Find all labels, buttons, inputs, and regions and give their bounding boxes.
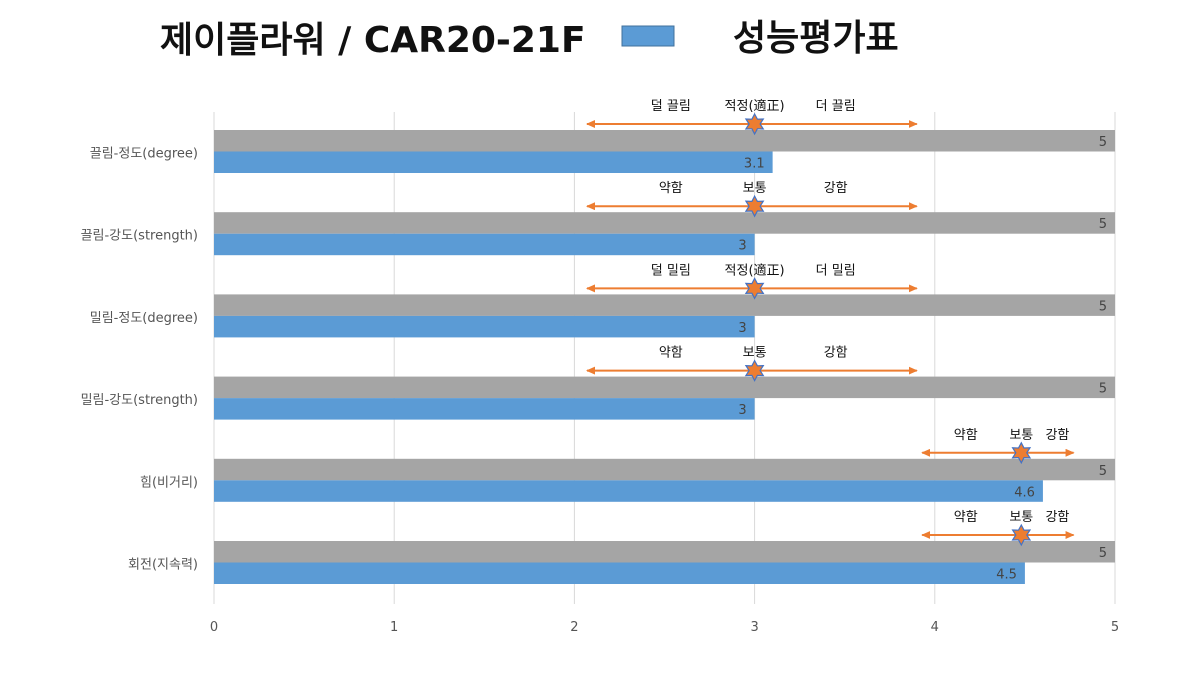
annotation-label: 덜 끌림 (651, 99, 691, 114)
bar-score (214, 315, 755, 338)
data-label-max: 5 (1099, 546, 1107, 561)
category-label: 힘(비거리) (140, 475, 198, 490)
x-tick-label: 2 (570, 620, 578, 635)
data-label-max: 5 (1099, 464, 1107, 479)
star-marker-icon (744, 112, 765, 136)
annotation-label: 적정(適正) (725, 98, 785, 114)
x-tick-label: 5 (1111, 620, 1119, 635)
annotation-label: 강함 (824, 346, 848, 361)
bar-max (214, 294, 1115, 316)
labels: 0 1 2 3 4 5 끌림-정도(degree) 5 3.1 끌림-강도(strength) 5 3… (81, 135, 1120, 635)
bar-score (214, 233, 755, 256)
data-label-score: 3 (738, 403, 746, 418)
annotation-label: 적정(適正) (725, 262, 785, 278)
data-label-max: 5 (1099, 299, 1107, 314)
legend-swatch (621, 25, 675, 47)
bar-max (214, 376, 1115, 399)
x-tick-label: 0 (210, 620, 218, 635)
bar-score (214, 480, 1043, 502)
annotation-label: 약함 (954, 428, 978, 443)
data-label-score: 4.5 (996, 568, 1017, 583)
category-label: 밀림-정도(degree) (90, 311, 198, 326)
star-marker-icon (744, 194, 765, 218)
legend-label: 성능평가표 (733, 18, 899, 59)
bar-score (214, 398, 755, 420)
category-label: 밀림-강도(strength) (81, 393, 198, 408)
category-label: 끌림-강도(strength) (81, 229, 198, 244)
annotation-label: 강함 (1045, 510, 1069, 525)
star-marker-icon (1011, 441, 1032, 465)
bar-max (214, 212, 1115, 234)
data-label-score: 4.6 (1014, 485, 1035, 500)
star-marker-icon (744, 277, 765, 300)
star-marker-icon (1011, 523, 1032, 547)
annotation-label: 보통 (743, 346, 767, 361)
annotation-label: 더 밀림 (816, 263, 856, 278)
data-label-score: 3 (738, 321, 746, 336)
category-label: 회전(지속력) (128, 558, 198, 573)
bars (214, 130, 1115, 584)
category-label: 끌림-정도(degree) (90, 147, 198, 162)
bar-max (214, 541, 1115, 563)
annotation-label: 약함 (659, 346, 683, 361)
star-marker-icon (744, 359, 765, 382)
x-tick-label: 3 (750, 620, 758, 635)
annotation-label: 약함 (954, 510, 978, 525)
annotation-label: 강함 (1045, 428, 1069, 443)
annotation-label: 강함 (824, 181, 848, 196)
annotation-label: 약함 (659, 181, 683, 196)
annotation-label: 보통 (1009, 428, 1033, 443)
gridlines (213, 112, 1116, 604)
chart-title: 제이플라워 / CAR20-21F (160, 20, 586, 61)
bar-score (214, 151, 773, 173)
x-tick-label: 4 (931, 620, 939, 635)
annotation-label: 더 끌림 (816, 99, 856, 114)
annotation-label: 보통 (1009, 510, 1033, 525)
bar-score (214, 562, 1025, 584)
data-label-score: 3.1 (744, 157, 765, 172)
annotation-label: 덜 밀림 (651, 263, 691, 278)
data-label-score: 3 (738, 239, 746, 254)
data-label-max: 5 (1099, 382, 1107, 397)
bar-max (214, 130, 1115, 152)
data-label-max: 5 (1099, 217, 1107, 232)
annotation-label: 보통 (743, 181, 767, 196)
x-tick-label: 1 (390, 620, 398, 635)
bar-max (214, 458, 1115, 481)
data-label-max: 5 (1099, 135, 1107, 150)
